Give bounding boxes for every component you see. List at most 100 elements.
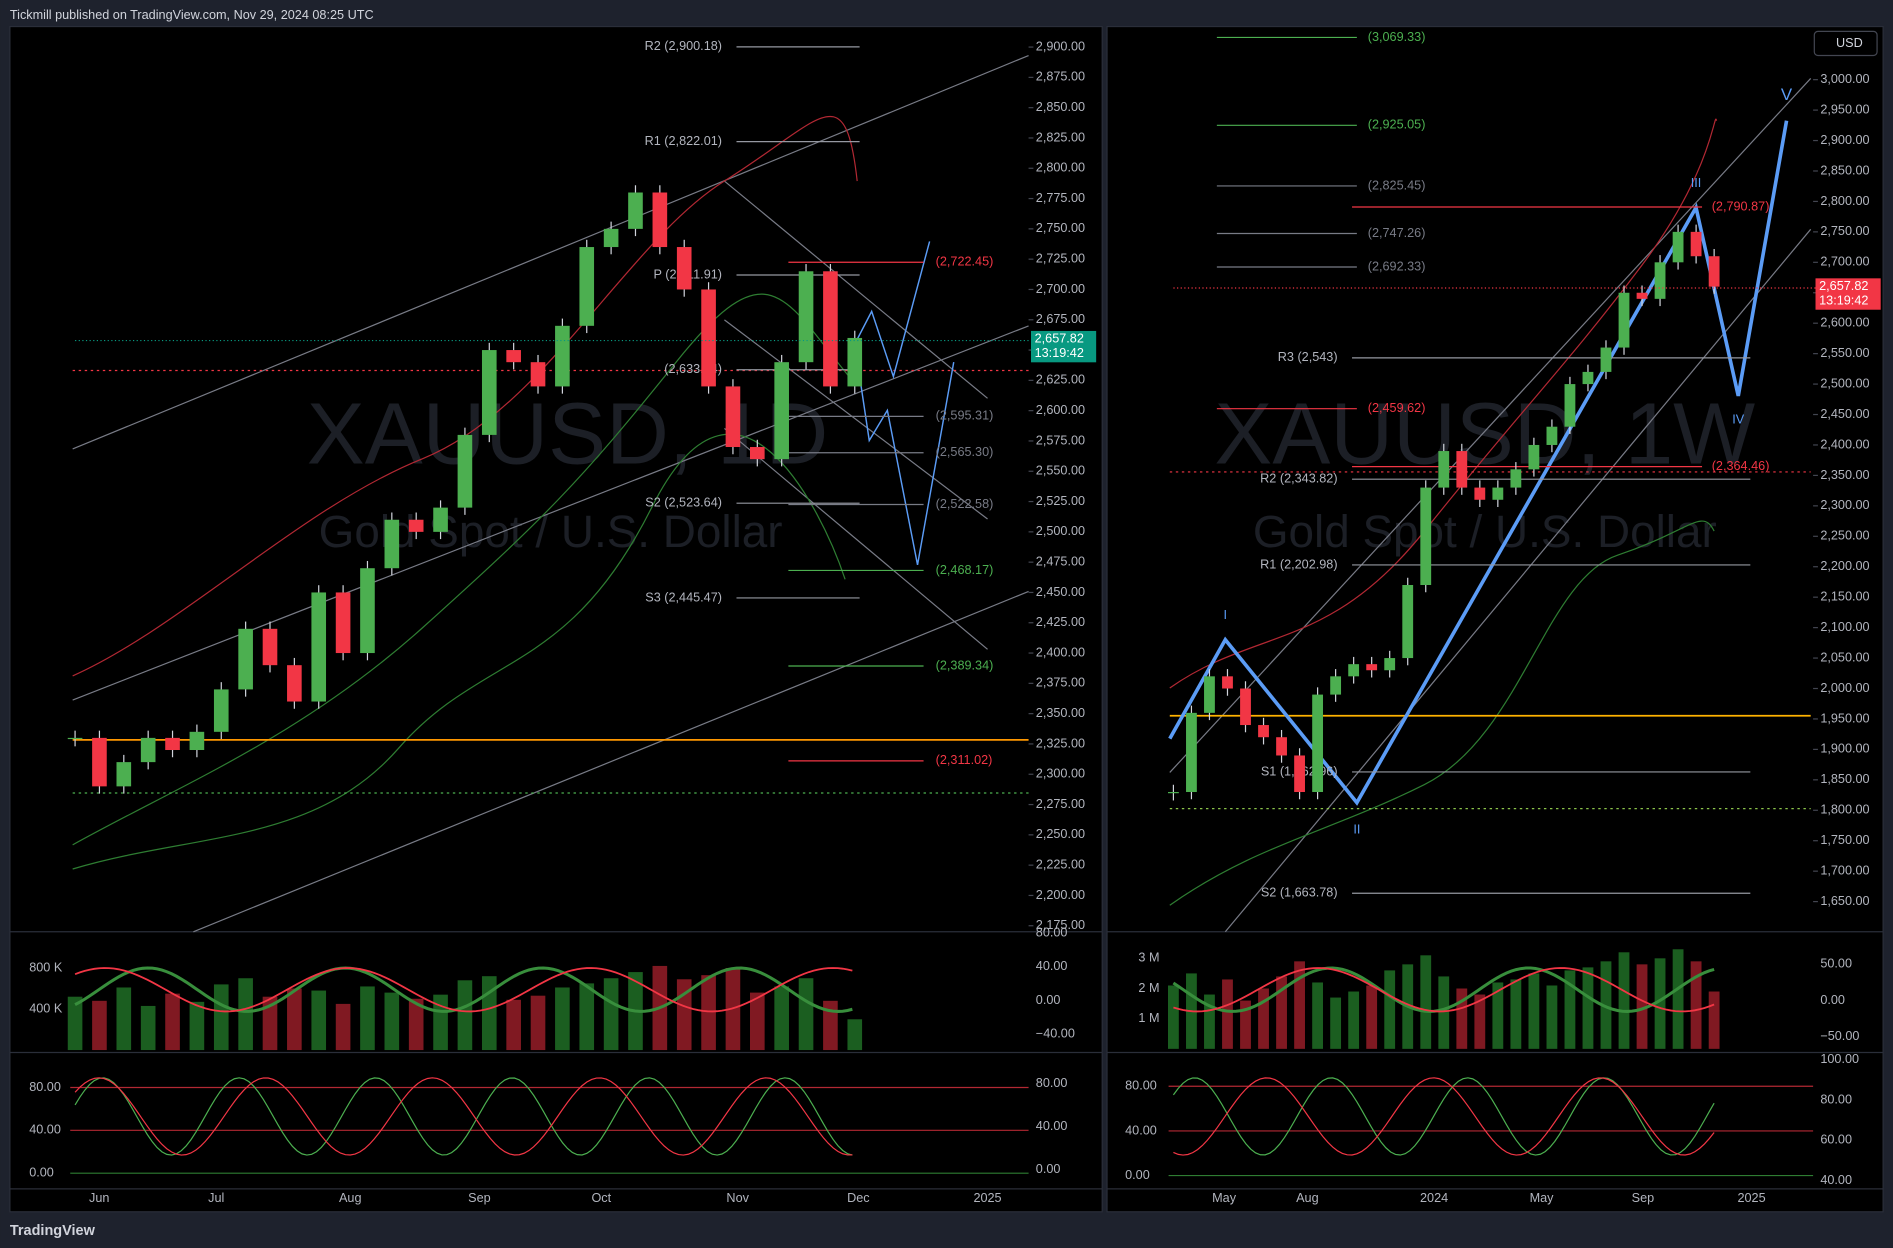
y-tick-label: 2,275.00 <box>1036 797 1085 811</box>
y-tick-label: 1,850.00 <box>1820 772 1869 786</box>
y-tick-label: 1,950.00 <box>1820 711 1869 725</box>
x-tick-label: May <box>1212 1191 1237 1205</box>
price-label: 2,657.82 <box>1035 332 1084 346</box>
stoch-tick-label: 80.00 <box>29 1080 61 1094</box>
y-tick-label: 2,575.00 <box>1036 433 1085 447</box>
osc-curve <box>1173 967 1715 1013</box>
candle <box>1438 451 1450 488</box>
stoch-curve <box>1173 1077 1715 1156</box>
y-tick-label: 2,350.00 <box>1820 468 1869 482</box>
volume-bar <box>1528 973 1540 1049</box>
y-tick-label: 2,525.00 <box>1036 494 1085 508</box>
candle <box>384 519 400 569</box>
right-watermark-subtitle: Gold Spot / U.S. Dollar <box>1253 505 1717 557</box>
candle <box>798 271 814 363</box>
candle <box>1546 426 1558 445</box>
candle <box>262 628 278 666</box>
volume-tick-label: 800 K <box>29 960 63 974</box>
x-tick-label: May <box>1530 1191 1555 1205</box>
level-label: (2,364.46) <box>1712 459 1770 473</box>
volume-bar <box>189 1001 205 1051</box>
y-tick-label: 2,450.00 <box>1820 407 1869 421</box>
volume-bar <box>1690 961 1702 1049</box>
fib-label: (2,389.34) <box>936 658 994 672</box>
volume-bar <box>847 1019 863 1051</box>
y-tick-label: 2,200.00 <box>1820 559 1869 573</box>
volume-bar <box>1438 976 1450 1049</box>
osc-tick-label: 0.00 <box>1036 993 1061 1007</box>
currency[interactable]: USD <box>1836 36 1863 50</box>
fib-label: (2,565.30) <box>936 445 994 459</box>
y-tick-label: 2,825.00 <box>1036 130 1085 144</box>
volume-bar <box>238 978 253 1051</box>
fib-label: (2,459.62) <box>1368 401 1426 415</box>
stoch-axis-label: 80.00 <box>1036 1076 1068 1090</box>
y-tick-label: 2,200.00 <box>1036 888 1085 902</box>
candle <box>92 737 107 787</box>
currency-button[interactable] <box>1813 30 1878 57</box>
y-tick-label: 2,850.00 <box>1036 100 1085 114</box>
candle <box>457 434 473 508</box>
y-tick-label: 2,250.00 <box>1036 827 1085 841</box>
fib-label: (2,722.45) <box>936 255 994 269</box>
x-tick-label: Aug <box>1296 1191 1319 1205</box>
pivot-label: R1 (2,202.98) <box>1260 557 1337 571</box>
candle <box>360 568 375 654</box>
fib-label: (2,747.26) <box>1368 226 1426 240</box>
stoch-tick-label: 40.00 <box>1125 1123 1157 1137</box>
stoch-tick-label: 80.00 <box>1125 1079 1157 1093</box>
x-tick-label: Aug <box>339 1191 362 1205</box>
candle <box>555 325 570 387</box>
y-tick-label: 2,550.00 <box>1820 346 1869 360</box>
candle <box>116 762 132 787</box>
candle <box>1456 451 1468 488</box>
volume-bar <box>1384 970 1396 1049</box>
volume-bar <box>384 992 400 1051</box>
volume-bar <box>1672 949 1684 1049</box>
volume-bar <box>116 987 132 1051</box>
x-tick-label: Sep <box>468 1191 491 1205</box>
y-tick-label: 2,725.00 <box>1036 252 1085 266</box>
stoch-tick-label: 0.00 <box>1125 1168 1150 1182</box>
osc-curve <box>74 967 853 1013</box>
y-tick-label: 2,900.00 <box>1036 39 1085 53</box>
stoch-tick-label: 0.00 <box>29 1166 54 1180</box>
volume-bar <box>1258 988 1269 1049</box>
candle <box>238 628 253 690</box>
price-box <box>1030 330 1097 363</box>
volume-bar <box>1618 952 1630 1049</box>
volume-bar <box>408 998 424 1051</box>
stoch-curve <box>74 1077 853 1156</box>
pivot-label: S2 (1,663.78) <box>1261 886 1338 900</box>
y-tick-label: 2,300.00 <box>1036 767 1085 781</box>
y-tick-label: 2,675.00 <box>1036 312 1085 326</box>
volume-bar <box>1546 985 1558 1049</box>
candle <box>335 592 351 654</box>
y-tick-label: 2,700.00 <box>1820 255 1869 269</box>
publisher: Tickmill published on TradingView.com, N… <box>10 8 374 22</box>
candle <box>408 519 424 532</box>
fib-label: (2,522.58) <box>936 497 994 511</box>
candle <box>725 386 741 448</box>
volume-bar <box>1474 994 1486 1049</box>
volume-tick-label: 400 K <box>29 1001 63 1015</box>
candle <box>1204 676 1215 713</box>
candle <box>1564 384 1576 427</box>
candle <box>1276 737 1287 756</box>
candle <box>1654 262 1666 299</box>
candle <box>749 447 765 460</box>
candle <box>774 362 789 460</box>
pivot-label: S2 (2,523.64) <box>645 496 722 510</box>
candle <box>189 731 205 751</box>
y-tick-label: 2,150.00 <box>1820 590 1869 604</box>
volume-bar <box>287 988 302 1051</box>
y-tick-label: 1,900.00 <box>1820 742 1869 756</box>
candle <box>1186 712 1197 793</box>
y-tick-label: 2,800.00 <box>1820 194 1869 208</box>
fib-label: (2,825.45) <box>1368 178 1426 192</box>
y-tick-label: 1,800.00 <box>1820 803 1869 817</box>
wave-label: III <box>1691 176 1702 190</box>
volume-bar <box>213 984 229 1051</box>
candle <box>140 737 156 763</box>
volume-bar <box>360 986 375 1051</box>
